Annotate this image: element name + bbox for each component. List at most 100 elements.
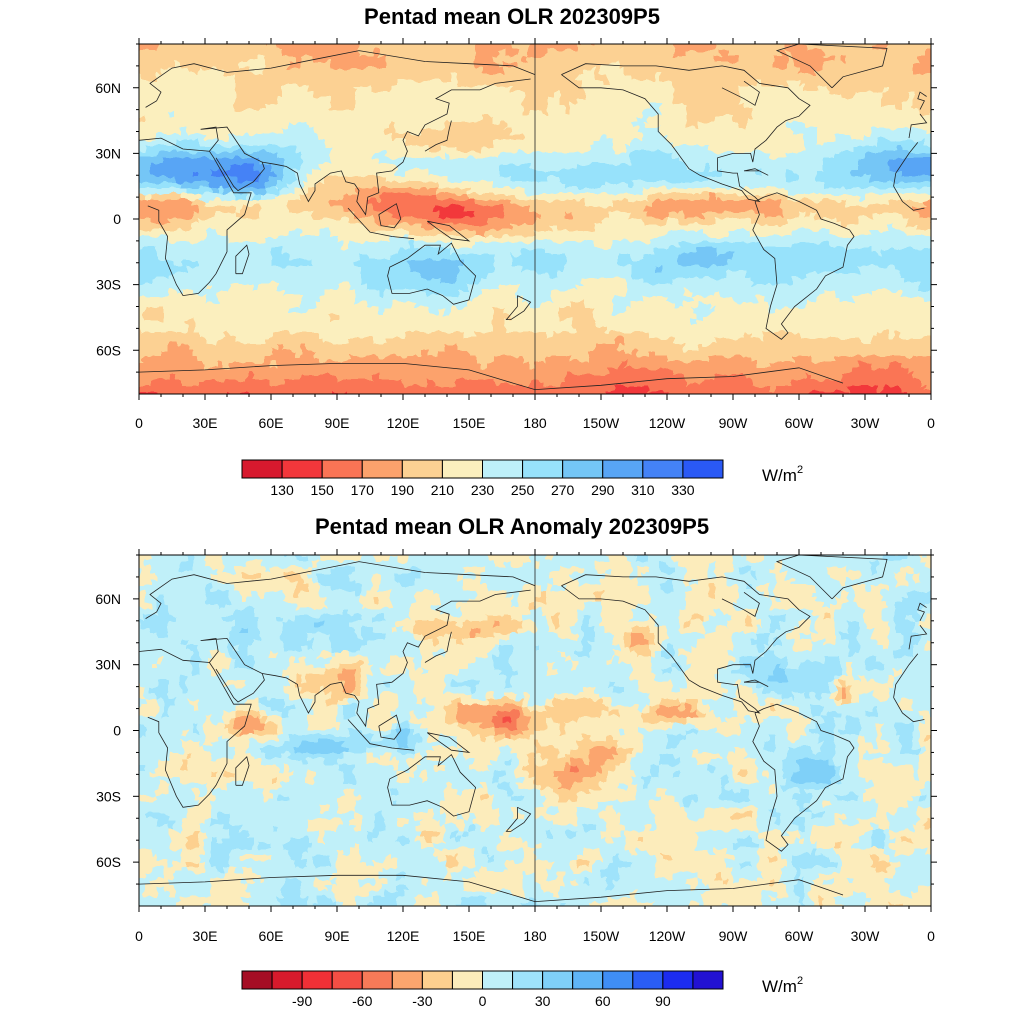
coastline-path bbox=[775, 44, 888, 89]
field-layer bbox=[139, 555, 931, 906]
anomaly-colorbar: -90 -60 -30 0 30 60 90 W/m2 bbox=[241, 970, 803, 1009]
colorbar-swatch bbox=[572, 970, 604, 990]
coastline-path bbox=[775, 555, 888, 600]
coastlines bbox=[139, 44, 928, 390]
colorbar-label: 170 bbox=[351, 482, 375, 498]
lat-tick-label: 0 bbox=[113, 211, 121, 227]
colorbar-label: 0 bbox=[479, 993, 487, 1009]
colorbar-swatch bbox=[361, 970, 393, 990]
lat-tick-label: 60N bbox=[95, 591, 121, 607]
lon-tick-label: 0 bbox=[927, 928, 935, 944]
coastline-path bbox=[262, 589, 531, 728]
coastline-path bbox=[561, 63, 811, 203]
colorbar-label: -60 bbox=[352, 993, 372, 1009]
lon-tick-label: 150E bbox=[453, 415, 486, 431]
lat-tick-label: 30S bbox=[96, 277, 121, 293]
lon-tick-label: 0 bbox=[135, 415, 143, 431]
lat-tick-label: 0 bbox=[113, 723, 121, 739]
colorbar-swatch bbox=[361, 459, 403, 479]
coastline-path bbox=[743, 679, 769, 687]
lon-tick-label: 120E bbox=[387, 415, 420, 431]
colorbar-swatch bbox=[482, 970, 514, 990]
colorbar-swatch bbox=[271, 970, 303, 990]
colorbar-swatch bbox=[451, 970, 483, 990]
coastline-path bbox=[752, 192, 855, 340]
colorbar-swatch bbox=[682, 459, 724, 479]
coastline-path bbox=[561, 574, 811, 714]
colorbar-swatch bbox=[301, 970, 333, 990]
lat-tick-label: 60S bbox=[96, 342, 121, 358]
lon-tick-label: 0 bbox=[135, 928, 143, 944]
colorbar-swatch bbox=[321, 459, 363, 479]
colorbar-swatch bbox=[602, 970, 634, 990]
colorbar-label: -90 bbox=[292, 993, 312, 1009]
coastline-path bbox=[424, 120, 452, 152]
coastline-path bbox=[917, 91, 927, 110]
coastline-path bbox=[378, 714, 402, 740]
lon-tick-label: 90W bbox=[719, 415, 749, 431]
coastline-path bbox=[347, 719, 415, 751]
colorbar-label: -30 bbox=[412, 993, 432, 1009]
lon-tick-label: 180 bbox=[523, 415, 547, 431]
olr-map: 0 30E 60E 90E 120E 150E 180 150W 120W 90W 60W 30W 0 6… bbox=[95, 38, 937, 431]
colorbar-label: 210 bbox=[431, 482, 455, 498]
colorbar-swatch bbox=[331, 970, 363, 990]
anomaly-panel-title: Pentad mean OLR Anomaly 202309P5 bbox=[314, 514, 710, 539]
lat-tick-label: 60N bbox=[95, 80, 121, 96]
lon-tick-label: 120W bbox=[649, 415, 686, 431]
coastline-path bbox=[139, 137, 925, 297]
colorbar-label: 90 bbox=[655, 993, 671, 1009]
colorbar-swatch bbox=[512, 970, 544, 990]
colorbar-swatch bbox=[391, 970, 423, 990]
colorbar-label: 330 bbox=[671, 482, 695, 498]
lon-tick-label: 150W bbox=[583, 928, 620, 944]
colorbar-swatch bbox=[642, 459, 684, 479]
colorbar-label: 230 bbox=[471, 482, 495, 498]
lat-tick-label: 30N bbox=[95, 145, 121, 161]
coastline-path bbox=[262, 78, 531, 216]
lon-tick-label: 0 bbox=[927, 415, 935, 431]
coastline-path bbox=[139, 874, 844, 902]
colorbar-swatch bbox=[241, 459, 283, 479]
coastline-path bbox=[426, 732, 471, 753]
coastline-path bbox=[743, 168, 769, 176]
coastline-path bbox=[721, 591, 760, 617]
colorbar-swatch bbox=[662, 970, 694, 990]
colorbar-label: 270 bbox=[551, 482, 575, 498]
coastline-path bbox=[721, 80, 760, 106]
lon-tick-label: 60E bbox=[259, 928, 284, 944]
colorbar-swatch bbox=[401, 459, 443, 479]
coastline-path bbox=[139, 648, 925, 808]
field-layer bbox=[139, 44, 931, 394]
coastline-path bbox=[424, 631, 452, 663]
lon-tick-label: 60E bbox=[259, 415, 284, 431]
colorbar-swatch bbox=[281, 459, 323, 479]
colorbar-units: W/m2 bbox=[762, 975, 803, 996]
lon-tick-label: 180 bbox=[523, 928, 547, 944]
coastline-path bbox=[145, 561, 928, 650]
coastline-path bbox=[752, 703, 855, 852]
coastline-path bbox=[426, 220, 471, 242]
lon-tick-label: 150W bbox=[583, 415, 620, 431]
coastlines bbox=[139, 555, 928, 902]
lon-tick-label: 150E bbox=[453, 928, 486, 944]
lon-tick-label: 120W bbox=[649, 928, 686, 944]
colorbar-swatch bbox=[522, 459, 564, 479]
lon-tick-label: 60W bbox=[785, 928, 815, 944]
colorbar-swatch bbox=[692, 970, 724, 990]
colorbar-swatch bbox=[632, 970, 664, 990]
lon-tick-label: 90W bbox=[719, 928, 749, 944]
lon-tick-label: 90E bbox=[325, 415, 350, 431]
colorbar-label: 290 bbox=[591, 482, 615, 498]
colorbar-swatch bbox=[602, 459, 644, 479]
colorbar-swatch bbox=[482, 459, 524, 479]
coastline-path bbox=[505, 806, 532, 832]
colorbar-label: 150 bbox=[310, 482, 334, 498]
colorbar-label: 60 bbox=[595, 993, 611, 1009]
colorbar-label: 310 bbox=[631, 482, 655, 498]
colorbar-swatch bbox=[421, 970, 453, 990]
coastline-path bbox=[145, 50, 928, 139]
colorbar-swatch bbox=[241, 970, 273, 990]
colorbar-units: W/m2 bbox=[762, 464, 803, 485]
